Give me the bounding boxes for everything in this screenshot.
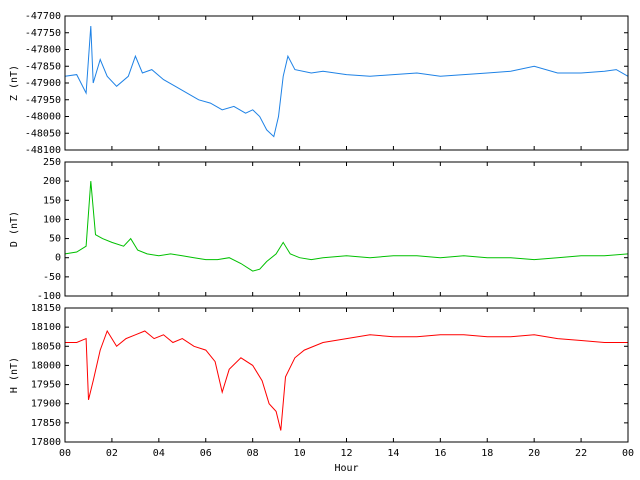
y-tick-label: -48000 bbox=[25, 112, 61, 123]
y-axis-label: D (nT) bbox=[9, 211, 20, 247]
x-tick-label: 04 bbox=[153, 448, 165, 459]
plot-frame bbox=[64, 307, 629, 443]
y-tick-label: -47950 bbox=[25, 95, 61, 106]
y-tick-label: 18050 bbox=[31, 341, 61, 352]
x-tick-label: 02 bbox=[106, 448, 118, 459]
x-tick-label: 10 bbox=[294, 448, 306, 459]
y-tick-label: 17850 bbox=[31, 418, 61, 429]
x-tick-label: 20 bbox=[528, 448, 540, 459]
y-tick-label: 250 bbox=[43, 157, 61, 168]
plot-frame bbox=[64, 15, 629, 151]
y-tick-label: -50 bbox=[43, 272, 61, 283]
y-axis-label: Z (nT) bbox=[9, 65, 20, 101]
y-tick-label: -47700 bbox=[25, 11, 61, 22]
x-tick-label: 06 bbox=[200, 448, 212, 459]
x-tick-label: 16 bbox=[434, 448, 446, 459]
data-line bbox=[64, 25, 629, 138]
y-tick-label: 150 bbox=[43, 195, 61, 206]
y-tick-label: 200 bbox=[43, 176, 61, 187]
x-tick-label: 12 bbox=[340, 448, 352, 459]
x-tick-label: 08 bbox=[247, 448, 259, 459]
y-tick-label: 100 bbox=[43, 214, 61, 225]
y-tick-label: -47800 bbox=[25, 45, 61, 56]
y-tick-label: 18100 bbox=[31, 322, 61, 333]
y-tick-label: -48050 bbox=[25, 128, 61, 139]
x-tick-label: 00 bbox=[622, 448, 634, 459]
y-tick-label: 18150 bbox=[31, 303, 61, 314]
y-tick-label: -48100 bbox=[25, 145, 61, 156]
y-tick-label: 17950 bbox=[31, 380, 61, 391]
plot-frame bbox=[64, 161, 629, 297]
x-tick-label: 18 bbox=[481, 448, 493, 459]
y-tick-label: 17900 bbox=[31, 399, 61, 410]
x-tick-label: 22 bbox=[575, 448, 587, 459]
y-axis-label: H (nT) bbox=[9, 357, 20, 393]
x-tick-label: 00 bbox=[59, 448, 71, 459]
y-tick-label: 50 bbox=[49, 234, 61, 245]
x-tick-label: 14 bbox=[387, 448, 399, 459]
data-line bbox=[64, 181, 629, 272]
y-tick-label: -100 bbox=[37, 291, 61, 302]
data-line bbox=[65, 329, 628, 431]
y-tick-label: -47850 bbox=[25, 61, 61, 72]
x-axis-label: Hour bbox=[334, 463, 358, 474]
y-tick-label: 18000 bbox=[31, 360, 61, 371]
y-tick-label: -47750 bbox=[25, 28, 61, 39]
y-tick-label: 17800 bbox=[31, 437, 61, 448]
y-tick-label: 0 bbox=[55, 253, 61, 264]
y-tick-label: -47900 bbox=[25, 78, 61, 89]
